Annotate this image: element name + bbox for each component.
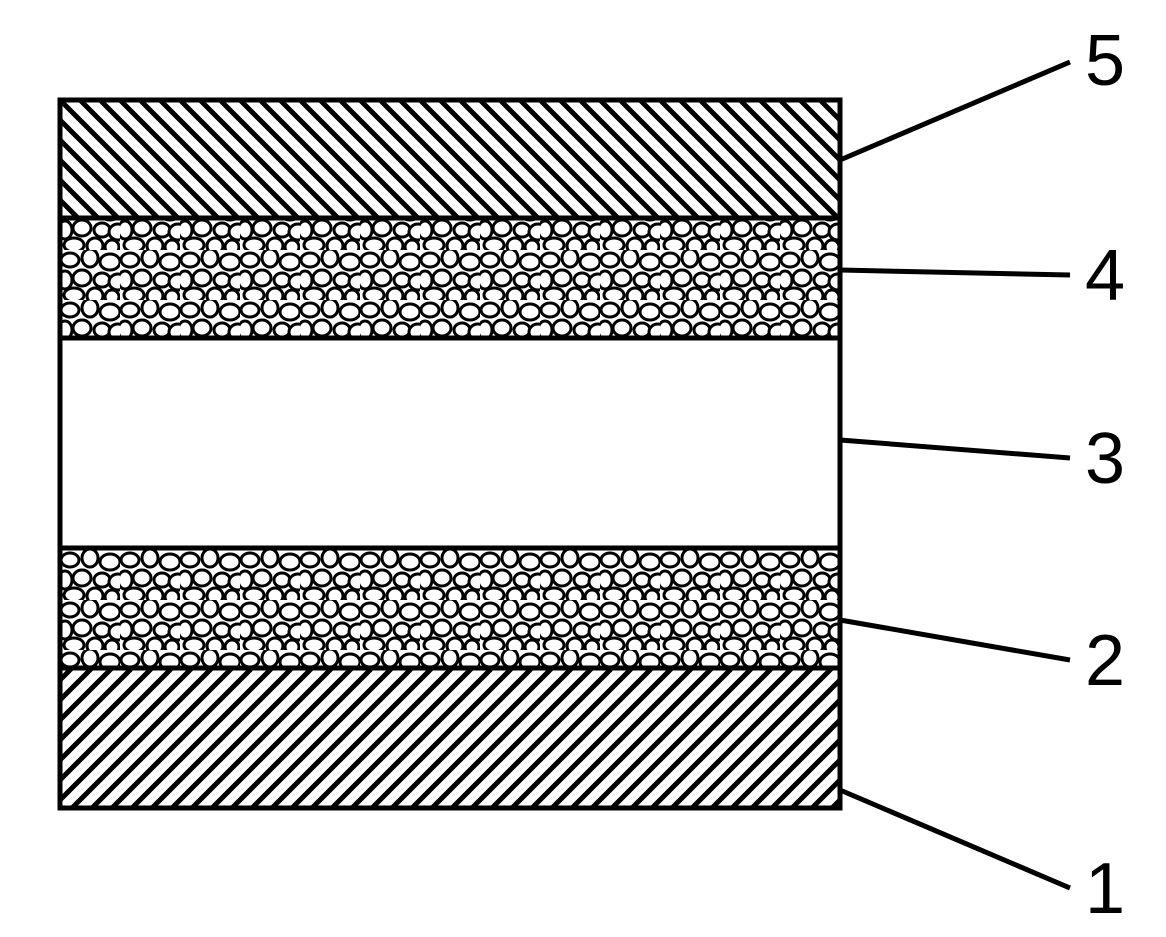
label-1: 1 — [1085, 848, 1125, 930]
leader-line-1 — [840, 62, 1070, 160]
label-4: 4 — [1085, 235, 1125, 317]
leader-lines — [840, 62, 1070, 888]
layer-2 — [60, 548, 840, 668]
leader-line-2 — [840, 270, 1070, 275]
layer-1 — [60, 668, 840, 808]
label-3: 3 — [1085, 418, 1125, 500]
layer-5 — [60, 100, 840, 218]
label-5: 5 — [1085, 20, 1125, 102]
layer-4 — [60, 218, 840, 338]
layer-3 — [60, 338, 840, 548]
leader-line-5 — [840, 790, 1070, 888]
layer-stack — [60, 100, 840, 808]
diagram-svg — [0, 0, 1166, 937]
leader-line-3 — [840, 440, 1070, 458]
label-2: 2 — [1085, 620, 1125, 702]
leader-line-4 — [840, 620, 1070, 660]
